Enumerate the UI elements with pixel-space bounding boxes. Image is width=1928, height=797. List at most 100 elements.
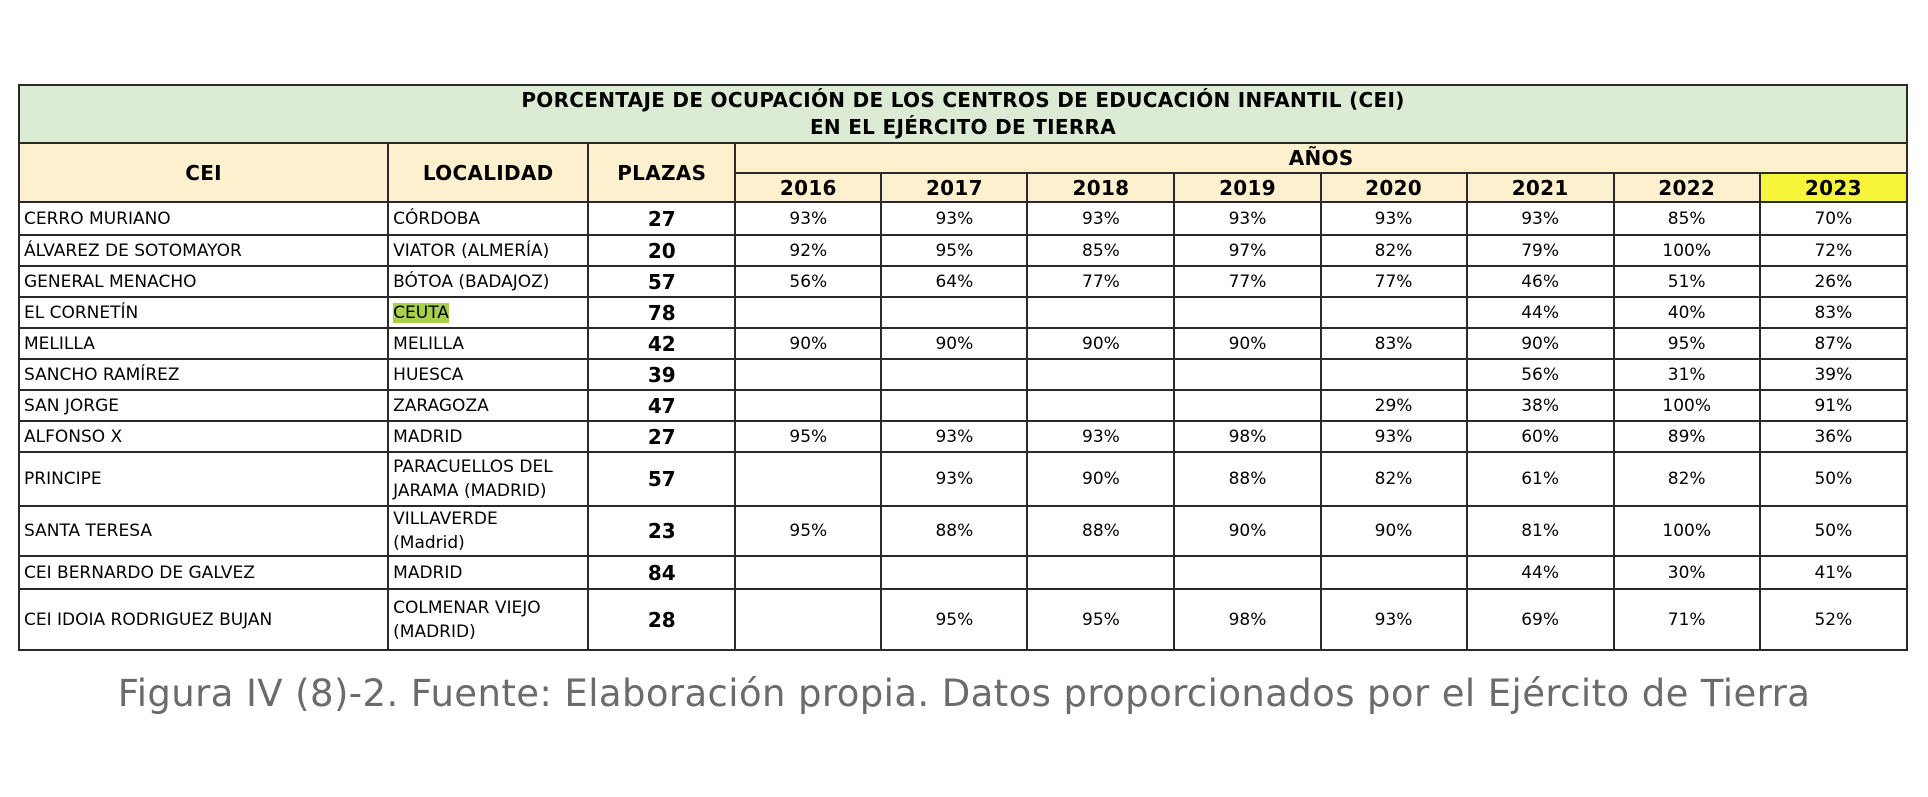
table-row: CEI BERNARDO DE GALVEZ MADRID 84 44% 30% 41%	[17, 555, 1909, 590]
cell-pct-2018	[1026, 358, 1176, 391]
cell-pct-2019: 97%	[1173, 234, 1322, 267]
cell-pct-2016	[734, 555, 883, 590]
cell-cei: SAN JORGE	[17, 389, 390, 422]
cell-pct-2018	[1026, 389, 1176, 422]
table-row: MELILLA MELILLA 42 90% 90% 90% 90% 83% 90% 95% 87%	[17, 327, 1909, 360]
cell-plazas: 57	[587, 265, 737, 298]
table-row: ÁLVAREZ DE SOTOMAYOR VIATOR (ALMERÍA) 20 92…	[17, 234, 1909, 267]
cell-pct-2021: 90%	[1465, 327, 1615, 360]
localidad-line: CÓRDOBA	[393, 208, 480, 229]
cell-pct-2018: 85%	[1026, 234, 1176, 267]
cell-localidad: ZARAGOZA	[387, 389, 590, 422]
cell-cei: CERRO MURIANO	[17, 201, 390, 236]
cell-pct-2016	[734, 358, 883, 391]
cell-pct-2020: 93%	[1319, 420, 1468, 453]
header-year-2016: 2016	[734, 172, 883, 203]
cell-localidad: HUESCA	[387, 358, 590, 391]
cell-pct-2022: 30%	[1612, 555, 1761, 590]
cell-pct-2019	[1173, 296, 1322, 329]
cell-pct-2020	[1319, 555, 1468, 590]
cell-pct-2020: 93%	[1319, 588, 1468, 651]
cell-pct-2018: 93%	[1026, 420, 1176, 453]
cell-localidad: COLMENAR VIEJO (MADRID)	[387, 588, 590, 651]
cell-pct-2020: 29%	[1319, 389, 1468, 422]
cell-pct-2023: 39%	[1758, 358, 1909, 391]
cell-pct-2018: 90%	[1026, 327, 1176, 360]
cell-pct-2021: 44%	[1465, 555, 1615, 590]
cell-localidad: BÓTOA (BADAJOZ)	[387, 265, 590, 298]
cell-pct-2018	[1026, 555, 1176, 590]
cell-pct-2023: 52%	[1758, 588, 1909, 651]
localidad-line: VIATOR (ALMERÍA)	[393, 240, 550, 261]
table-row: CERRO MURIANO CÓRDOBA 27 93% 93% 93% 93% 93% 93%…	[17, 201, 1909, 236]
cell-pct-2017	[880, 389, 1029, 422]
localidad-line: MELILLA	[393, 333, 465, 354]
cell-cei: CEI BERNARDO DE GALVEZ	[17, 555, 390, 590]
cell-pct-2019: 98%	[1173, 420, 1322, 453]
header-localidad: LOCALIDAD	[387, 142, 590, 203]
cell-pct-2019	[1173, 358, 1322, 391]
cell-plazas: 47	[587, 389, 737, 422]
localidad-line: VILLAVERDE	[393, 509, 498, 529]
table-title: PORCENTAJE DE OCUPACIÓN DE LOS CENTROS D…	[18, 84, 1908, 144]
header-year-2021: 2021	[1465, 172, 1615, 203]
header-year-2022: 2022	[1612, 172, 1761, 203]
cell-pct-2022: 40%	[1612, 296, 1761, 329]
cell-pct-2020: 93%	[1319, 201, 1468, 236]
cell-cei: ÁLVAREZ DE SOTOMAYOR	[17, 234, 390, 267]
cell-pct-2018: 90%	[1026, 451, 1176, 507]
cell-pct-2019: 98%	[1173, 588, 1322, 651]
cell-pct-2016: 90%	[734, 327, 883, 360]
cell-pct-2017	[880, 555, 1029, 590]
cell-pct-2021: 46%	[1465, 265, 1615, 298]
cell-plazas: 23	[587, 505, 737, 557]
header-plazas: PLAZAS	[587, 142, 737, 203]
cell-pct-2023: 50%	[1758, 505, 1909, 557]
localidad-line: BÓTOA (BADAJOZ)	[393, 271, 550, 292]
cell-plazas: 28	[587, 588, 737, 651]
cell-pct-2017: 93%	[880, 420, 1029, 453]
cell-pct-2017: 88%	[880, 505, 1029, 557]
cell-pct-2016	[734, 451, 883, 507]
cell-localidad: MADRID	[387, 555, 590, 590]
cell-pct-2020	[1319, 296, 1468, 329]
cell-localidad: MELILLA	[387, 327, 590, 360]
cell-pct-2018: 77%	[1026, 265, 1176, 298]
header-year-2023: 2023	[1758, 172, 1909, 203]
table-row: PRINCIPE PARACUELLOS DEL JARAMA (MADRID) 57…	[17, 451, 1909, 507]
cell-plazas: 27	[587, 201, 737, 236]
localidad-line: MADRID	[393, 426, 463, 447]
table-row: SANTA TERESA VILLAVERDE (Madrid) 23 95% 88% 88…	[17, 505, 1909, 557]
cell-localidad: MADRID	[387, 420, 590, 453]
cell-pct-2023: 41%	[1758, 555, 1909, 590]
cell-pct-2022: 51%	[1612, 265, 1761, 298]
cell-pct-2023: 91%	[1758, 389, 1909, 422]
cell-plazas: 42	[587, 327, 737, 360]
cell-pct-2018: 93%	[1026, 201, 1176, 236]
cell-plazas: 39	[587, 358, 737, 391]
cell-pct-2021: 81%	[1465, 505, 1615, 557]
table-row: EL CORNETÍN CEUTA 78 44% 40% 83%	[17, 296, 1909, 329]
cell-pct-2019: 90%	[1173, 327, 1322, 360]
cell-cei: MELILLA	[17, 327, 390, 360]
cell-pct-2021: 56%	[1465, 358, 1615, 391]
cell-pct-2016: 95%	[734, 420, 883, 453]
table-row: CEI IDOIA RODRIGUEZ BUJAN COLMENAR VIEJO (…	[17, 588, 1909, 651]
occupancy-table-container: PORCENTAJE DE OCUPACIÓN DE LOS CENTROS D…	[17, 84, 1909, 651]
cell-plazas: 27	[587, 420, 737, 453]
cell-pct-2022: 82%	[1612, 451, 1761, 507]
localidad-line: JARAMA (MADRID)	[393, 481, 547, 501]
cell-pct-2021: 60%	[1465, 420, 1615, 453]
header-year-2020: 2020	[1319, 172, 1468, 203]
localidad-line: ZARAGOZA	[393, 395, 489, 416]
cell-pct-2023: 87%	[1758, 327, 1909, 360]
cell-pct-2021: 44%	[1465, 296, 1615, 329]
cell-pct-2016: 95%	[734, 505, 883, 557]
cell-pct-2022: 31%	[1612, 358, 1761, 391]
cell-pct-2020	[1319, 358, 1468, 391]
header-year-2017: 2017	[880, 172, 1029, 203]
cell-pct-2023: 83%	[1758, 296, 1909, 329]
cell-pct-2020: 83%	[1319, 327, 1468, 360]
localidad-line: PARACUELLOS DEL	[393, 457, 553, 477]
cell-pct-2020: 82%	[1319, 234, 1468, 267]
